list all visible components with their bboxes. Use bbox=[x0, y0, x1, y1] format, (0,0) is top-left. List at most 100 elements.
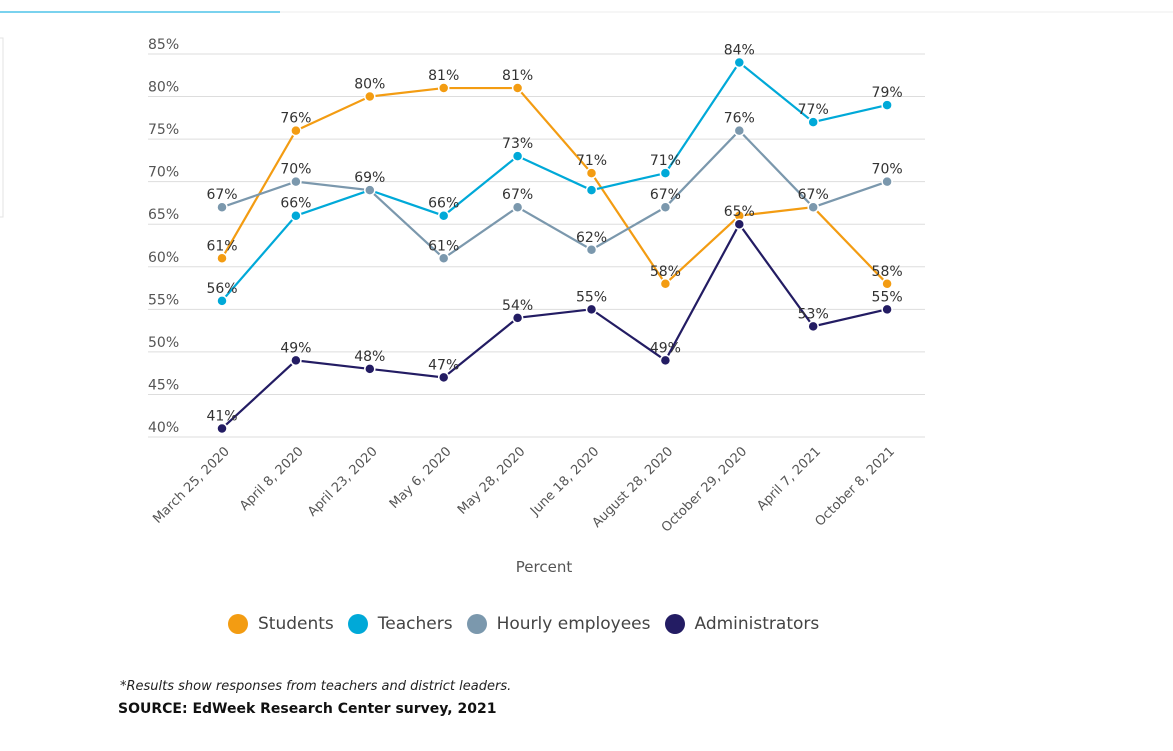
y-tick-label: 65% bbox=[148, 207, 179, 223]
data-point bbox=[216, 422, 228, 435]
data-label: 77% bbox=[798, 102, 829, 118]
x-tick-label: October 8, 2021 bbox=[813, 444, 898, 529]
data-label: 67% bbox=[798, 187, 829, 203]
data-label: 79% bbox=[872, 85, 903, 101]
y-tick-label: 80% bbox=[148, 80, 179, 96]
data-label: 76% bbox=[280, 111, 311, 127]
data-label: 55% bbox=[576, 289, 607, 305]
data-label: 49% bbox=[650, 340, 681, 356]
data-point bbox=[585, 167, 598, 179]
legend-marker-icon bbox=[664, 614, 685, 634]
legend-item[interactable]: Hourly employees bbox=[466, 614, 651, 634]
y-tick-label: 50% bbox=[148, 335, 179, 351]
data-point bbox=[585, 303, 598, 316]
data-label: 70% bbox=[280, 162, 311, 178]
series-line-hourly-employees bbox=[221, 129, 888, 260]
data-point bbox=[807, 116, 819, 128]
data-label: 70% bbox=[872, 162, 903, 178]
data-point bbox=[437, 371, 450, 384]
legend-item[interactable]: Administrators bbox=[664, 614, 820, 634]
data-label: 47% bbox=[428, 357, 459, 373]
legend-label: Teachers bbox=[377, 614, 453, 634]
data-label: 84% bbox=[724, 43, 755, 59]
footnote: *Results show responses from teachers an… bbox=[120, 679, 512, 694]
line-chart: 40% 45% 50% 55% 60% 65% 70% 75% 80% 85% March 25, … bbox=[0, 11, 1173, 576]
data-label: 76% bbox=[724, 111, 755, 127]
data-label: 67% bbox=[206, 187, 237, 203]
data-label: 54% bbox=[502, 298, 533, 314]
data-label: 55% bbox=[872, 289, 903, 305]
data-point bbox=[216, 252, 228, 265]
data-label: 62% bbox=[576, 230, 607, 246]
data-point bbox=[585, 244, 598, 256]
y-tick-label: 75% bbox=[148, 122, 179, 138]
data-label: 61% bbox=[428, 238, 459, 254]
x-tick-label: August 28, 2020 bbox=[590, 444, 677, 531]
data-point bbox=[881, 175, 893, 188]
data-point bbox=[437, 82, 450, 94]
data-point bbox=[733, 218, 746, 230]
series-line-students bbox=[221, 86, 888, 286]
x-tick-label: April 8, 2020 bbox=[237, 444, 307, 514]
data-point bbox=[290, 175, 302, 188]
legend-label: Students bbox=[258, 614, 334, 634]
x-tick-label: April 7, 2021 bbox=[754, 444, 824, 514]
data-label: 71% bbox=[650, 153, 681, 169]
side-panel-edge bbox=[0, 37, 4, 218]
data-label: 69% bbox=[354, 170, 385, 186]
legend-item[interactable]: Students bbox=[228, 614, 334, 634]
data-point bbox=[290, 124, 302, 137]
data-label: 67% bbox=[502, 187, 533, 203]
x-tick-label: March 25, 2020 bbox=[150, 444, 232, 526]
y-tick-label: 40% bbox=[148, 420, 179, 436]
data-label: 61% bbox=[206, 238, 237, 254]
data-label: 73% bbox=[502, 136, 533, 152]
data-label: 66% bbox=[280, 196, 311, 212]
source-note: SOURCE: EdWeek Research Center survey, 2… bbox=[118, 701, 497, 717]
data-point bbox=[437, 252, 450, 265]
data-point bbox=[659, 201, 672, 213]
data-label: 41% bbox=[206, 408, 237, 424]
data-label: 53% bbox=[798, 306, 829, 322]
data-point bbox=[659, 167, 672, 179]
data-label: 81% bbox=[502, 68, 533, 84]
x-tick-label: May 6, 2020 bbox=[387, 444, 455, 512]
data-point bbox=[364, 90, 376, 103]
data-label: 80% bbox=[354, 77, 385, 93]
data-point bbox=[881, 99, 893, 111]
data-label: 66% bbox=[428, 196, 459, 212]
data-point bbox=[290, 354, 302, 367]
x-tick-label: June 18, 2020 bbox=[527, 444, 602, 519]
x-tick-label: May 28, 2020 bbox=[455, 444, 528, 517]
y-tick-label: 60% bbox=[148, 250, 179, 266]
y-tick-label: 45% bbox=[148, 377, 179, 393]
x-axis-label: Percent bbox=[516, 558, 573, 576]
data-point bbox=[733, 124, 746, 137]
legend-label: Administrators bbox=[694, 614, 820, 634]
legend-item[interactable]: Teachers bbox=[347, 614, 453, 634]
data-point bbox=[511, 150, 524, 162]
data-point bbox=[881, 303, 893, 316]
data-point bbox=[733, 56, 746, 69]
legend-label: Hourly employees bbox=[496, 614, 651, 634]
data-point bbox=[290, 209, 302, 222]
data-point bbox=[881, 278, 893, 290]
data-point bbox=[364, 363, 376, 375]
data-label: 81% bbox=[428, 68, 459, 84]
data-point bbox=[807, 320, 819, 333]
data-label: 67% bbox=[650, 187, 681, 203]
y-tick-label: 70% bbox=[148, 165, 179, 181]
data-point bbox=[364, 184, 376, 196]
y-tick-label: 55% bbox=[148, 292, 179, 308]
data-point bbox=[807, 201, 819, 213]
legend-marker-icon bbox=[466, 614, 487, 634]
data-point bbox=[437, 209, 450, 222]
legend: Students Teachers Hourly employees Administ… bbox=[228, 614, 819, 634]
series-line-administrators bbox=[221, 222, 888, 430]
data-label: 48% bbox=[354, 349, 385, 365]
data-label: 49% bbox=[280, 340, 311, 356]
data-label: 71% bbox=[576, 153, 607, 169]
data-point bbox=[659, 278, 672, 290]
data-point bbox=[511, 82, 524, 94]
